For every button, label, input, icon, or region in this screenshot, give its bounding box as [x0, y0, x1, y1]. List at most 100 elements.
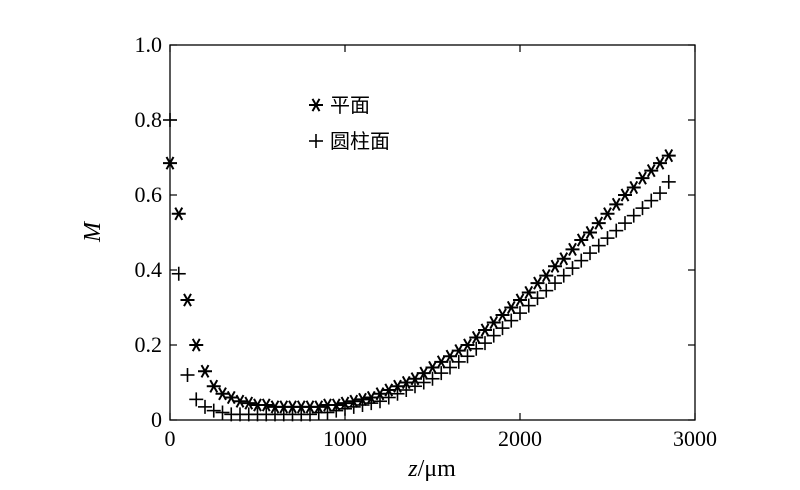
y-axis-title: M: [80, 220, 106, 243]
y-tick-label: 0.8: [135, 107, 163, 132]
data-point: [565, 242, 580, 256]
x-axis-unit: /μm: [418, 456, 457, 482]
legend-label-plane: 平面: [330, 93, 370, 117]
legend: 平面 圆柱面: [309, 93, 390, 153]
data-point: [609, 223, 624, 238]
data-point: [486, 328, 501, 343]
data-point: [259, 398, 274, 412]
data-point: [495, 321, 510, 336]
data-point: [504, 300, 519, 315]
data-point: [443, 360, 457, 375]
data-point: [644, 193, 659, 208]
data-point: [661, 149, 676, 163]
y-tick-label: 1.0: [135, 32, 163, 57]
data-point: [583, 246, 597, 261]
data-point: [329, 403, 344, 418]
plot-frame: [169, 44, 696, 421]
data-point: [548, 276, 562, 291]
data-point: [408, 379, 422, 394]
data-point: [635, 201, 650, 216]
x-tick-label: 2000: [498, 426, 542, 451]
data-point: [539, 269, 554, 283]
legend-label-cylinder: 圆柱面: [330, 129, 390, 153]
y-tick-label: 0: [151, 407, 162, 432]
data-point: [626, 180, 641, 195]
data-point: [539, 283, 554, 298]
data-point: [381, 390, 396, 405]
data-point: [434, 366, 449, 381]
data-point: [338, 401, 352, 416]
data-point: [644, 164, 659, 178]
data-point: [215, 405, 230, 420]
data-point: [486, 315, 501, 330]
data-point: [530, 276, 545, 290]
y-axis: 0 0.2 0.4 0.6 0.8 1.0: [135, 32, 695, 432]
y-tick-label: 0.2: [135, 332, 163, 357]
data-point: [373, 394, 387, 409]
data-point: [556, 268, 571, 283]
data-point: [478, 323, 492, 337]
data-point: [495, 308, 510, 322]
data-point: [180, 293, 195, 307]
data-point: [364, 396, 379, 411]
data-point: [198, 399, 212, 414]
data-point: [469, 330, 484, 345]
data-point: [618, 216, 632, 231]
data-marks: [163, 113, 676, 422]
data-point: [574, 253, 589, 268]
data-point: [591, 216, 606, 230]
y-tick-label: 0.4: [135, 257, 163, 282]
data-point: [189, 338, 204, 352]
legend-marker-cylinder: [309, 134, 323, 148]
data-point: [530, 291, 545, 306]
data-point: [653, 156, 667, 170]
legend-marker-plane: [309, 98, 323, 112]
data-point: [171, 266, 186, 281]
data-point: [653, 186, 667, 201]
series-plane: [163, 149, 676, 414]
legend-asterisk-icon: [309, 98, 323, 112]
data-point: [521, 285, 536, 300]
data-point: [416, 375, 431, 390]
data-point: [206, 403, 221, 418]
data-point: [355, 398, 370, 412]
data-point: [163, 113, 177, 127]
data-point: [241, 396, 256, 410]
data-point: [320, 405, 335, 420]
data-point: [609, 197, 624, 211]
data-point: [513, 306, 527, 321]
x-tick-label: 1000: [323, 426, 367, 451]
y-tick-label: 0.6: [135, 182, 163, 207]
data-point: [171, 207, 186, 221]
data-point: [591, 238, 606, 253]
data-point: [574, 233, 589, 247]
data-point: [626, 208, 641, 223]
data-point: [521, 298, 536, 313]
data-point: [556, 252, 571, 266]
data-point: [425, 371, 440, 386]
data-point: [189, 392, 204, 407]
data-point: [469, 341, 484, 356]
data-point: [600, 231, 615, 246]
data-point: [513, 293, 527, 307]
x-axis-variable: z: [407, 456, 418, 482]
data-point: [478, 336, 492, 351]
data-point: [390, 386, 405, 401]
x-tick-label: 0: [165, 426, 176, 451]
data-point: [583, 225, 597, 240]
series-cylinder: [163, 113, 676, 422]
data-point: [460, 349, 475, 364]
x-axis-title: z/μm: [407, 456, 456, 482]
data-point: [548, 259, 562, 273]
x-axis: 0 1000 2000 3000: [165, 45, 717, 451]
data-point: [399, 383, 414, 397]
data-point: [635, 171, 650, 185]
data-point: [303, 407, 317, 422]
data-point: [180, 368, 195, 382]
legend-plus-icon: [309, 134, 323, 148]
data-point: [198, 364, 212, 378]
data-point: [565, 261, 580, 276]
data-point: [206, 379, 221, 393]
data-point: [163, 156, 177, 170]
